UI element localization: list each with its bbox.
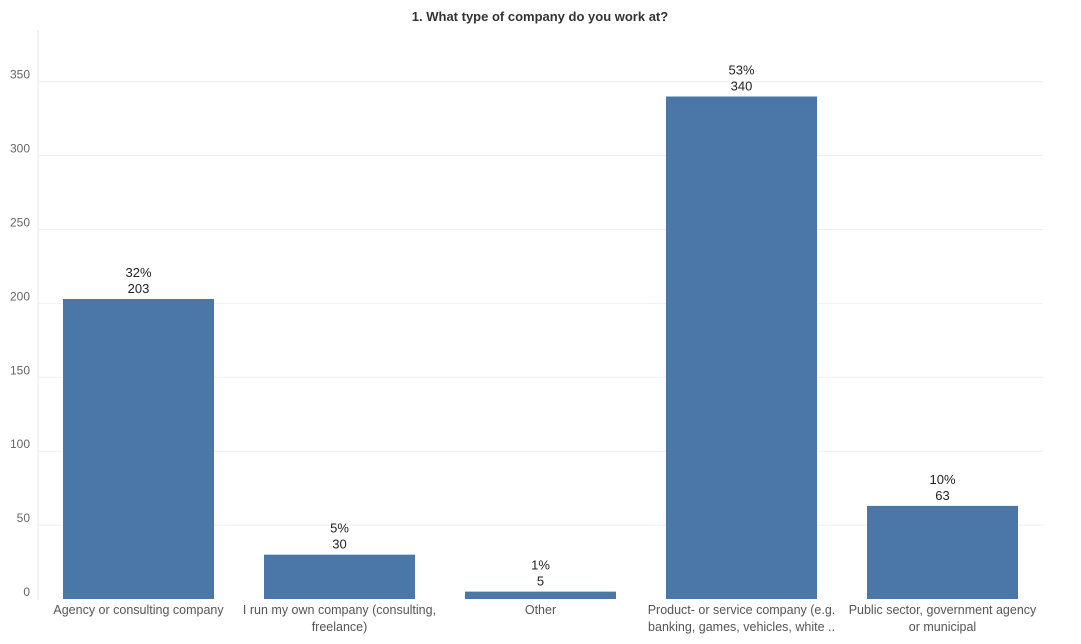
- value-label: 203: [128, 281, 150, 296]
- y-tick-label: 100: [10, 437, 30, 451]
- y-tick-label: 350: [10, 68, 30, 82]
- bar[interactable]: [264, 554, 415, 599]
- y-tick-label: 250: [10, 216, 30, 230]
- percent-label: 53%: [728, 63, 754, 78]
- bar[interactable]: [63, 298, 214, 599]
- percent-label: 5%: [330, 521, 349, 536]
- chart-title: 1. What type of company do you work at?: [412, 9, 668, 24]
- category-label: Product- or service company (e.g. bankin…: [647, 603, 836, 634]
- bar[interactable]: [465, 591, 616, 599]
- category-label: Public sector, government agency or muni…: [848, 603, 1037, 634]
- value-label: 340: [731, 79, 753, 94]
- value-label: 63: [935, 488, 949, 503]
- y-tick-label: 0: [23, 585, 30, 599]
- bar[interactable]: [867, 505, 1018, 599]
- category-label: Other: [524, 603, 557, 617]
- percent-label: 32%: [125, 265, 151, 280]
- percent-label: 10%: [929, 472, 955, 487]
- y-tick-label: 300: [10, 142, 30, 156]
- data-labels: 32%203 5%30 1%5 53%340 10%63: [125, 63, 955, 589]
- y-tick-label: 150: [10, 363, 30, 377]
- y-axis-ticks: 0 50 100 150 200 250 300 350: [10, 68, 30, 599]
- value-label: 30: [332, 537, 346, 552]
- bar[interactable]: [666, 96, 817, 599]
- bars: [63, 96, 1018, 599]
- category-label: I run my own company (consulting, freela…: [242, 603, 437, 634]
- category-label: Agency or consulting company: [53, 603, 224, 617]
- y-tick-label: 50: [17, 511, 31, 525]
- y-tick-label: 200: [10, 289, 30, 303]
- percent-label: 1%: [531, 558, 550, 573]
- value-label: 5: [537, 574, 544, 589]
